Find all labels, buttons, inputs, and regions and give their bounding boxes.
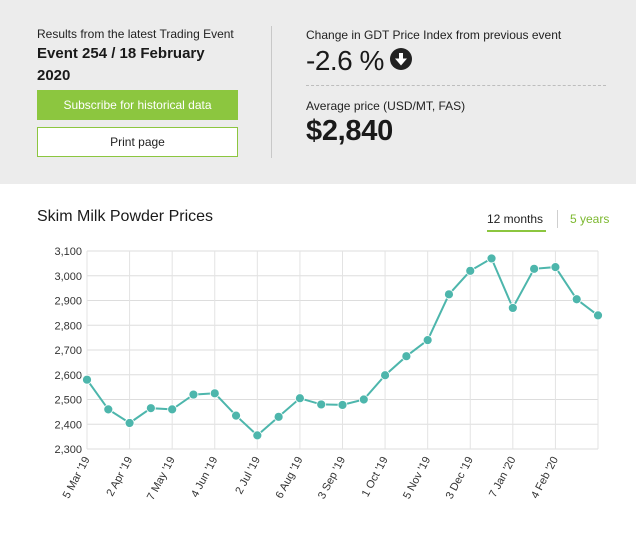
data-point (444, 289, 454, 300)
change-label: Change in GDT Price Index from previous … (306, 28, 562, 42)
x-tick-label: 3 Dec '19 (444, 455, 476, 501)
data-point (507, 303, 518, 313)
y-tick-label: 2,800 (54, 320, 82, 332)
subscribe-button[interactable]: Subscribe for historical data (37, 90, 238, 120)
data-point (231, 410, 241, 421)
arrow-down-circle-icon (389, 48, 412, 70)
data-point (337, 400, 348, 410)
chart-title: Skim Milk Powder Prices (37, 208, 214, 225)
data-point (571, 294, 582, 305)
data-point (358, 394, 369, 405)
data-point (209, 388, 220, 399)
dashed-divider (306, 85, 606, 86)
data-point (252, 430, 263, 441)
x-tick-label: 4 Jun '19 (189, 455, 220, 500)
data-point (486, 253, 497, 264)
x-tick-label: 6 Aug '19 (274, 455, 306, 501)
data-point (273, 411, 284, 422)
y-tick-label: 2,300 (54, 444, 82, 456)
x-tick-label: 5 Nov '19 (401, 455, 433, 501)
active-tab-indicator (487, 230, 546, 232)
y-tick-label: 2,400 (54, 419, 82, 431)
results-label: Results from the latest Trading Event (37, 27, 234, 41)
data-point (465, 265, 476, 276)
tab-5-years[interactable]: 5 years (570, 212, 610, 226)
change-value: -2.6 % (306, 45, 384, 76)
data-point (550, 262, 561, 272)
x-tick-label: 4 Feb '20 (529, 455, 561, 501)
data-point (167, 404, 178, 415)
data-point (316, 399, 327, 410)
y-tick-label: 2,700 (54, 345, 82, 357)
event-info: Results from the latest Trading Event Ev… (37, 26, 239, 157)
x-tick-label: 2 Apr '19 (104, 455, 135, 499)
x-tick-label: 7 May '19 (145, 455, 178, 502)
data-point (103, 404, 114, 415)
data-point (529, 263, 540, 274)
vertical-divider (271, 26, 272, 158)
data-point (188, 389, 199, 400)
average-price-label: Average price (USD/MT, FAS) (306, 99, 466, 113)
data-point (82, 374, 92, 385)
data-point (124, 418, 135, 428)
tab-separator (557, 210, 558, 228)
event-title-line2: 2020 (37, 67, 71, 84)
x-tick-label: 1 Oct '19 (360, 455, 391, 499)
x-tick-label: 3 Sep '19 (316, 455, 348, 501)
data-point (380, 370, 390, 381)
y-tick-label: 2,600 (54, 370, 82, 382)
y-tick-label: 3,000 (54, 271, 82, 283)
y-tick-label: 3,100 (54, 246, 82, 258)
print-button[interactable]: Print page (37, 127, 238, 157)
x-tick-label: 7 Jan '20 (487, 455, 518, 500)
summary-panel: Results from the latest Trading Event Ev… (0, 0, 636, 184)
data-point (422, 335, 433, 346)
price-summary: Change in GDT Price Index from previous … (306, 27, 606, 147)
change-row: -2.6 % (306, 45, 606, 76)
data-point (295, 393, 305, 404)
event-title: Event 254 / 18 February 2020 (37, 43, 239, 87)
data-point (401, 351, 412, 362)
x-tick-label: 5 Mar '19 (61, 455, 93, 501)
data-point (593, 310, 603, 321)
x-tick-label: 2 Jul '19 (233, 455, 263, 497)
y-tick-label: 2,900 (54, 296, 82, 308)
tab-12-months[interactable]: 12 months (487, 212, 544, 226)
y-tick-label: 2,500 (54, 395, 82, 407)
data-point (145, 403, 156, 414)
event-title-line1: Event 254 / 18 February (37, 45, 205, 62)
average-price-value: $2,840 (306, 115, 393, 147)
